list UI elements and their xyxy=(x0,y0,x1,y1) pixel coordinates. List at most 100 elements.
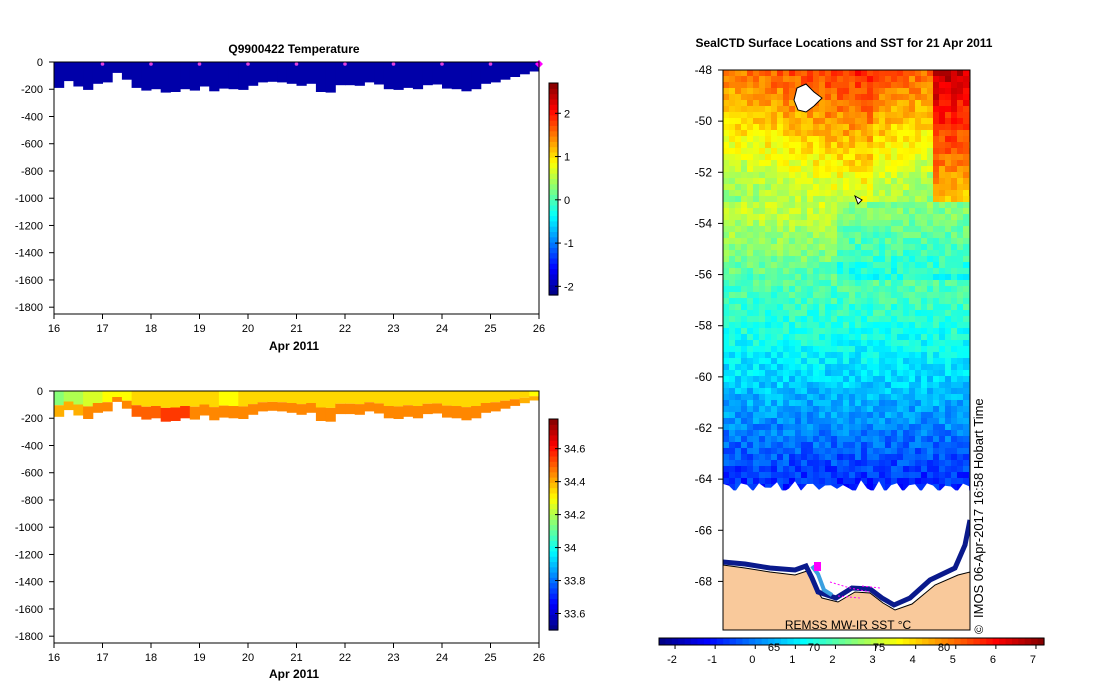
sst-cell xyxy=(855,76,862,83)
temperature-panel: Q9900422 Temperature 0-200-400-600-800-1… xyxy=(15,42,574,353)
sst-cell xyxy=(789,364,796,371)
sst-cell xyxy=(861,88,868,95)
sst-cell xyxy=(735,130,742,137)
sst-cell xyxy=(957,388,964,395)
sst-cell xyxy=(933,160,940,167)
sst-cell xyxy=(903,388,910,395)
sst-cell xyxy=(843,172,850,179)
sst-cell xyxy=(855,328,862,335)
sst-cell xyxy=(747,238,754,245)
sst-cell xyxy=(945,352,952,359)
sst-cell xyxy=(831,148,838,155)
sst-cell xyxy=(789,160,796,167)
sst-cell xyxy=(939,154,946,161)
sst-cell xyxy=(861,112,868,119)
sst-cell xyxy=(843,154,850,161)
sst-cell xyxy=(963,466,970,473)
sst-colorbar-segment xyxy=(922,638,930,645)
sst-cell xyxy=(879,154,886,161)
sst-cell xyxy=(849,472,856,479)
sst-cell xyxy=(915,124,922,131)
y-tick-label: -1600 xyxy=(15,275,43,287)
sst-cell xyxy=(957,196,964,203)
sst-cell xyxy=(831,154,838,161)
longitude-overlay-label: 65 xyxy=(768,642,780,654)
sst-cell xyxy=(795,304,802,311)
sst-cell xyxy=(879,142,886,149)
x-tick-label: 20 xyxy=(242,323,254,335)
profile-column xyxy=(121,62,133,80)
sst-cell xyxy=(861,118,868,125)
sst-cell xyxy=(945,172,952,179)
sst-cell xyxy=(759,214,766,221)
sst-cell xyxy=(927,226,934,233)
sst-cell xyxy=(885,208,892,215)
profile-column xyxy=(277,62,288,83)
sst-cell xyxy=(741,184,748,191)
sst-cell xyxy=(873,172,880,179)
sst-cell xyxy=(783,232,790,239)
sst-cell xyxy=(903,268,910,275)
sst-cell xyxy=(885,232,892,239)
sst-cell xyxy=(813,448,820,455)
sst-cell xyxy=(891,274,898,281)
sst-cell xyxy=(921,430,928,437)
sst-cell xyxy=(831,202,838,209)
sst-cell xyxy=(879,406,886,413)
sst-cell xyxy=(891,448,898,455)
sst-cell xyxy=(819,448,826,455)
sst-cell xyxy=(879,190,886,197)
sst-cell xyxy=(939,388,946,395)
profile-column xyxy=(151,62,162,90)
sst-cell xyxy=(741,172,748,179)
sst-cell xyxy=(951,298,958,305)
sst-cell xyxy=(765,370,772,377)
sst-cell xyxy=(957,478,964,485)
sst-cell xyxy=(759,100,766,107)
profile-column-lower xyxy=(442,405,453,418)
sst-cell xyxy=(963,352,970,359)
profile-column-upper xyxy=(286,391,297,403)
sst-cell xyxy=(921,358,928,365)
sst-cell xyxy=(927,256,934,263)
sst-cell xyxy=(849,250,856,257)
sst-cell xyxy=(945,184,952,191)
sst-cell xyxy=(927,442,934,449)
sst-cell xyxy=(843,292,850,299)
sst-cell xyxy=(723,82,730,89)
sst-cell xyxy=(849,88,856,95)
profile-column-upper xyxy=(490,391,501,403)
sst-cell xyxy=(909,232,916,239)
sst-cell xyxy=(771,214,778,221)
sst-cell xyxy=(891,472,898,479)
sst-cell xyxy=(819,352,826,359)
surfacing-marker xyxy=(440,62,444,66)
sst-cell xyxy=(813,268,820,275)
sst-cell xyxy=(741,178,748,185)
sst-cell xyxy=(837,286,844,293)
sst-cell xyxy=(855,310,862,317)
sst-cell xyxy=(885,310,892,317)
sst-cell xyxy=(873,346,880,353)
profile-column-upper xyxy=(422,391,433,404)
sst-cell xyxy=(807,76,814,83)
sst-cell xyxy=(951,70,958,77)
sst-cell xyxy=(903,106,910,113)
sst-cell xyxy=(951,196,958,203)
sst-cell xyxy=(753,142,760,149)
colorbar-segment xyxy=(549,178,558,185)
sst-colorbar-segment xyxy=(748,638,756,645)
colorbar-segment xyxy=(549,157,558,164)
sst-cell xyxy=(741,226,748,233)
sst-cell xyxy=(891,406,898,413)
sst-cell xyxy=(921,364,928,371)
sst-cell xyxy=(819,232,826,239)
sst-cell xyxy=(759,370,766,377)
sst-cell xyxy=(783,160,790,167)
colorbar-segment xyxy=(549,83,558,89)
sst-cell xyxy=(897,478,904,485)
sst-cell xyxy=(957,142,964,149)
sst-cell xyxy=(801,76,808,83)
sst-cell xyxy=(759,316,766,323)
sst-cell xyxy=(807,256,814,263)
